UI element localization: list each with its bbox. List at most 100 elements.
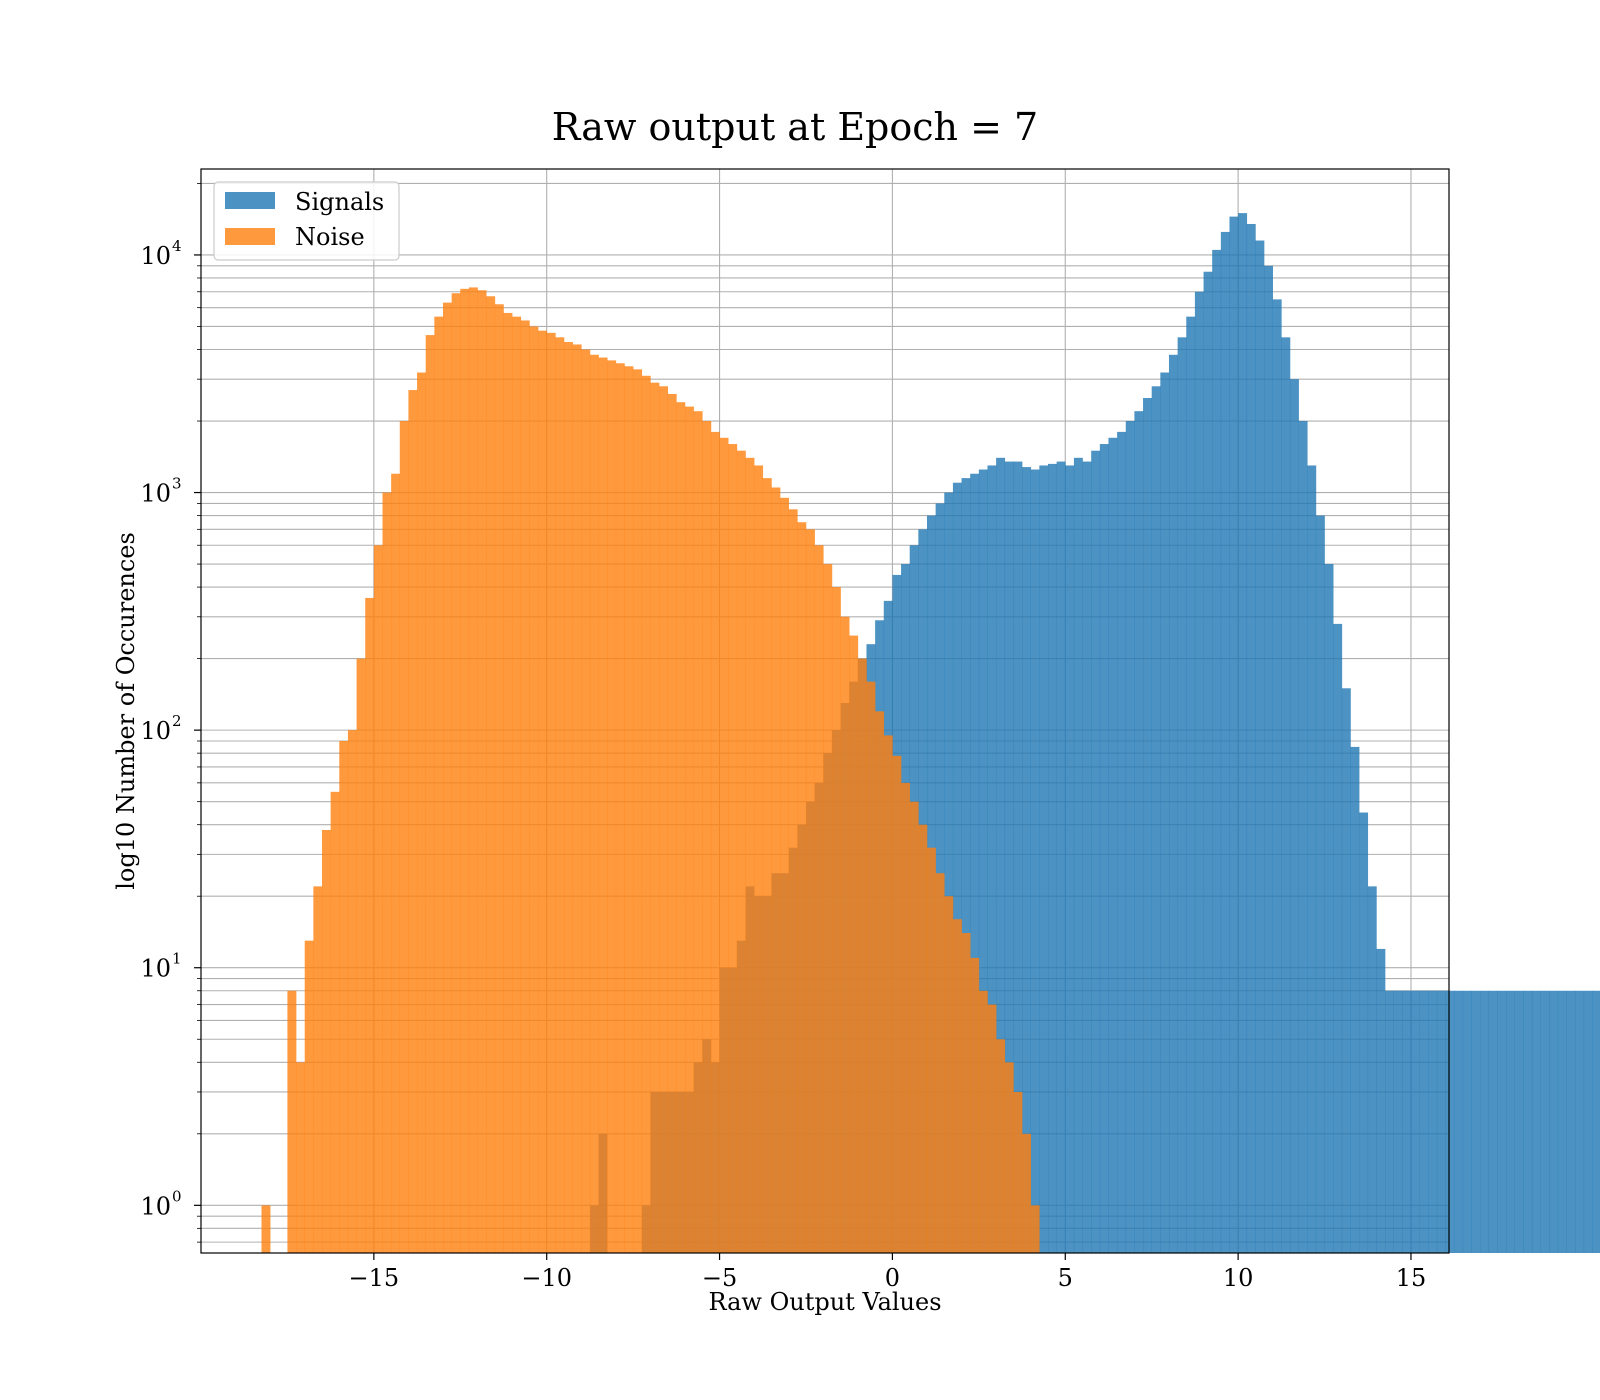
bar-signals (1514, 990, 1524, 1253)
x-axis-label: Raw Output Values (708, 1288, 941, 1316)
bar-signals (1281, 337, 1291, 1254)
bar-signals (1238, 213, 1248, 1253)
bar-signals (1264, 265, 1273, 1254)
bar-signals (1393, 990, 1403, 1253)
bar-noise (563, 342, 573, 1253)
bar-signals (1220, 231, 1230, 1253)
bar-noise (399, 421, 409, 1253)
bar-signals (1229, 216, 1239, 1253)
bar-signals (1030, 469, 1040, 1253)
bar-signals (1410, 990, 1420, 1253)
bar-noise (633, 369, 643, 1253)
bar-signals (1367, 886, 1377, 1253)
bar-noise (425, 335, 435, 1253)
bar-noise (417, 372, 427, 1253)
bar-signals (1402, 990, 1412, 1253)
bar-signals (1506, 990, 1515, 1253)
y-tick-exponent: 1 (172, 950, 182, 968)
bar-signals (1134, 411, 1144, 1253)
x-axis-ticks: −15 −10 −5 0 5 10 15 (349, 1253, 1427, 1292)
bar-noise (676, 402, 686, 1253)
bar-signals (1272, 299, 1282, 1254)
bar-signals (944, 492, 954, 1253)
bar-noise (538, 330, 548, 1253)
bar-noise (693, 411, 703, 1253)
bar-noise (304, 940, 314, 1253)
bar-noise (356, 658, 366, 1253)
bar-signals (1428, 990, 1438, 1253)
bar-noise (866, 681, 876, 1253)
bar-noise (1013, 1091, 1023, 1253)
y-tick-label: 10 (140, 1192, 171, 1220)
bar-signals (1385, 990, 1394, 1253)
y-tick-label: 10 (140, 955, 171, 983)
bar-noise (321, 829, 331, 1253)
bar-noise (754, 465, 764, 1253)
bar-noise (434, 316, 444, 1254)
bar-signals (1454, 990, 1464, 1253)
bar-signals (1047, 463, 1057, 1253)
bar-noise (589, 354, 599, 1253)
bar-noise (641, 375, 651, 1253)
bar-signals (1350, 746, 1360, 1253)
bar-signals (1091, 450, 1101, 1254)
x-tick-label: 0 (885, 1264, 900, 1292)
bar-noise (382, 492, 392, 1253)
bar-noise (987, 1004, 997, 1253)
bar-signals (1255, 240, 1265, 1253)
bar-noise (710, 431, 720, 1253)
bar-signals (961, 478, 971, 1253)
bar-signals (1022, 467, 1031, 1254)
bar-noise (624, 366, 634, 1253)
bar-noise (909, 801, 919, 1253)
bar-signals (1125, 421, 1135, 1253)
bar-noise (944, 896, 954, 1253)
bar-noise (926, 847, 936, 1253)
bar-noise (408, 390, 418, 1253)
bar-signals (952, 482, 962, 1253)
bar-signals (978, 469, 988, 1253)
bar-noise (918, 824, 928, 1253)
bar-signals (1523, 990, 1533, 1253)
bar-noise (486, 296, 496, 1253)
bar-noise (831, 587, 841, 1253)
bar-noise (607, 360, 617, 1253)
bar-signals (1168, 354, 1178, 1253)
bar-noise (840, 616, 850, 1253)
bar-signals (1117, 431, 1127, 1253)
bar-noise (849, 635, 859, 1253)
bar-signals (1566, 990, 1576, 1253)
bar-signals (970, 473, 980, 1253)
x-tick-label: 5 (1058, 1264, 1073, 1292)
bar-signals (1540, 990, 1550, 1253)
bar-signals (1203, 271, 1213, 1254)
bar-signals (1307, 465, 1317, 1253)
y-tick-exponent: 0 (172, 1187, 182, 1205)
bar-signals (1194, 291, 1204, 1253)
bar-noise (814, 545, 824, 1253)
bar-signals (1039, 465, 1049, 1253)
bar-noise (529, 326, 539, 1253)
bar-noise (883, 735, 893, 1253)
bar-noise (805, 529, 815, 1253)
bar-noise (546, 332, 556, 1254)
bar-noise (875, 711, 885, 1253)
x-tick-label: 15 (1396, 1264, 1427, 1292)
bar-signals (1436, 990, 1446, 1253)
bar-signals (1212, 249, 1222, 1253)
bar-noise (581, 349, 591, 1253)
bar-noise (901, 782, 910, 1253)
bar-signals (1108, 437, 1118, 1253)
bar-noise (512, 316, 522, 1254)
bar-noise (952, 919, 962, 1253)
bar-signals (1324, 564, 1334, 1253)
bar-noise (978, 990, 988, 1253)
bar-signals (1557, 990, 1567, 1253)
bar-noise (494, 304, 504, 1253)
bar-signals (1143, 397, 1152, 1253)
legend-label-signals: Signals (295, 188, 384, 216)
bar-signals (1471, 990, 1481, 1253)
bar-signals (1341, 688, 1351, 1253)
bar-signals (1549, 990, 1559, 1253)
